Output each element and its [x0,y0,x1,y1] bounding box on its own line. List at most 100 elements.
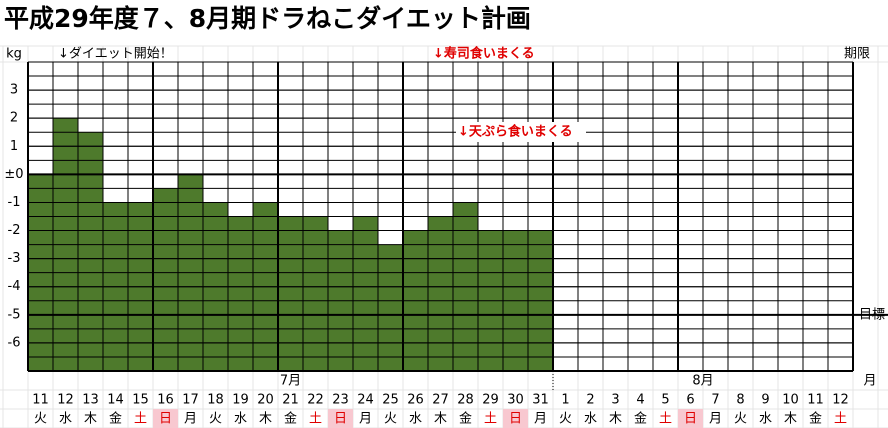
x-tick-label: 6 [686,393,694,408]
annotation: ↓天ぷら食いまくる [458,124,573,140]
weekday-label: 火 [34,412,47,427]
y-tick-label: 1 [10,139,18,154]
x-tick-label: 24 [357,393,374,408]
weekday-label: 水 [759,412,772,427]
weekday-label: 金 [809,411,822,427]
annotation-bg [456,122,586,142]
month-label: 7月 [280,374,301,389]
bar [228,216,253,371]
y-tick-label: -6 [8,335,21,350]
x-tick-label: 1 [561,393,569,408]
weekday-label: 木 [434,412,447,427]
weekday-label: 土 [134,412,147,427]
x-tick-label: 21 [282,393,299,408]
x-tick-label: 31 [532,393,549,408]
weekday-label: 水 [234,412,247,427]
weekday-label: 日 [334,412,347,427]
x-tick-label: 4 [636,393,644,408]
x-tick-label: 8 [736,393,744,408]
deadline-label: 期限 [844,47,870,62]
weekday-label: 木 [784,412,797,427]
bar [378,244,403,371]
x-tick-label: 3 [611,393,619,408]
x-tick-label: 19 [232,393,249,408]
bar [428,216,453,371]
x-tick-label: 11 [32,393,49,408]
bar [353,216,378,371]
weekday-label: 水 [59,412,72,427]
x-tick-label: 5 [661,393,669,408]
x-tick-label: 30 [507,393,524,408]
y-tick-label: -2 [8,223,21,238]
y-tick-label: -4 [8,279,21,294]
sunday-bg [153,409,178,428]
annotation: ↓ダイエット開始！ [58,47,173,62]
weekday-label: 木 [84,412,97,427]
x-tick-label: 29 [482,393,499,408]
chart-title: 平成29年度７、8月期ドラねこダイエット計画 [4,4,531,33]
y-tick-label: -3 [8,251,21,266]
x-tick-label: 23 [332,393,349,408]
weekday-label: 日 [159,412,172,427]
x-tick-label: 15 [132,393,149,408]
x-tick-label: 14 [107,393,124,408]
weekday-label: 金 [634,411,647,427]
weekday-label: 水 [584,412,597,427]
weekday-label: 月 [359,412,372,427]
weekday-label: 土 [834,412,847,427]
x-tick-label: 16 [157,393,174,408]
x-tick-label: 12 [57,393,74,408]
x-tick-label: 20 [257,393,274,408]
month-axis-label: 月 [863,374,876,389]
x-tick-label: 9 [761,393,769,408]
y-tick-label: ±0 [4,167,23,182]
x-tick-label: 2 [586,393,594,408]
weekday-label: 月 [184,412,197,427]
bar [78,132,103,371]
bar [303,216,328,371]
weekday-label: 土 [309,412,322,427]
weekday-label: 火 [209,412,222,427]
weekday-label: 火 [384,412,397,427]
x-tick-label: 10 [782,393,799,408]
x-tick-label: 26 [407,393,424,408]
x-tick-label: 7 [711,393,719,408]
x-tick-label: 11 [807,393,824,408]
y-tick-label: 2 [10,111,18,126]
sunday-bg [503,409,528,428]
weekday-label: 金 [109,411,122,427]
weekday-label: 土 [484,412,497,427]
weekday-label: 木 [259,412,272,427]
y-tick-label: 3 [10,83,18,98]
x-tick-label: 22 [307,393,324,408]
bar [278,216,303,371]
y-tick-label: -1 [8,195,21,210]
x-tick-label: 25 [382,393,399,408]
weekday-label: 木 [609,412,622,427]
y-tick-label: -5 [8,307,21,322]
weekday-label: 水 [409,412,422,427]
annotation: ↓寿司食いまくる [433,46,535,62]
x-tick-label: 12 [832,393,849,408]
weekday-label: 金 [284,411,297,427]
x-tick-label: 28 [457,393,474,408]
weekday-label: 月 [534,412,547,427]
weekday-label: 金 [459,411,472,427]
weekday-label: 火 [734,412,747,427]
sunday-bg [328,409,353,428]
weekday-label: 日 [684,412,697,427]
x-tick-label: 27 [432,393,449,408]
weekday-label: 月 [709,412,722,427]
weekday-label: 土 [659,412,672,427]
x-tick-label: 18 [207,393,224,408]
x-tick-label: 13 [82,393,99,408]
target-label: 目標 [859,307,885,322]
month-label: 8月 [692,374,713,389]
x-tick-label: 17 [182,393,199,408]
sunday-bg [678,409,703,428]
weekday-label: 日 [509,412,522,427]
weekday-label: 火 [559,412,572,427]
bar [153,188,178,371]
y-unit: kg [6,47,22,62]
